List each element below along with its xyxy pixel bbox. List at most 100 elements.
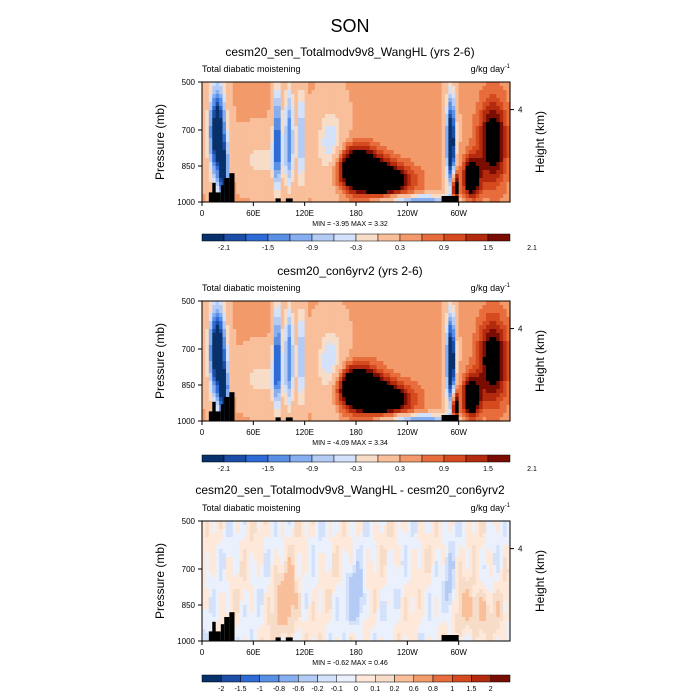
heatmap-cell <box>352 389 357 394</box>
heatmap-cell <box>492 130 497 135</box>
heatmap-cell <box>287 361 292 366</box>
heatmap-cell <box>321 373 326 378</box>
heatmap-cell <box>390 178 395 183</box>
heatmap-cell <box>393 190 398 195</box>
heatmap-cell <box>448 313 453 318</box>
heatmap-cell <box>441 357 446 362</box>
heatmap-cell <box>332 413 337 418</box>
heatmap-cell <box>486 166 491 171</box>
heatmap-cell <box>287 309 292 314</box>
heatmap-cell <box>267 122 272 127</box>
heatmap-cell <box>236 397 241 402</box>
heatmap-cell <box>253 353 258 358</box>
heatmap-cell <box>328 186 333 191</box>
heatmap-cell <box>212 98 217 103</box>
heatmap-cell <box>284 393 289 398</box>
heatmap-cell <box>373 106 378 111</box>
heatmap-cell <box>249 413 254 418</box>
heatmap-cell <box>390 126 395 131</box>
heatmap-cell <box>352 385 357 390</box>
heatmap-cell <box>301 98 306 103</box>
heatmap-cell <box>249 305 254 310</box>
heatmap-cell <box>270 162 275 167</box>
heatmap-cell <box>208 134 213 139</box>
heatmap-cell <box>314 401 319 406</box>
heatmap-cell <box>290 329 295 334</box>
heatmap-cell <box>256 361 261 366</box>
heatmap-cell <box>386 170 391 175</box>
heatmap-cell <box>393 341 398 346</box>
heatmap-cell <box>280 417 285 422</box>
heatmap-cell <box>256 321 261 326</box>
heatmap-cell <box>383 381 388 386</box>
heatmap-cell <box>448 138 453 143</box>
heatmap-cell <box>458 170 463 175</box>
heatmap-cell <box>222 357 227 362</box>
heatmap-cell <box>338 138 343 143</box>
heatmap-cell <box>294 106 299 111</box>
heatmap-cell <box>438 325 443 330</box>
heatmap-cell <box>403 329 408 334</box>
heatmap-cell <box>400 150 405 155</box>
heatmap-cell <box>352 329 357 334</box>
heatmap-cell <box>349 166 354 171</box>
heatmap-cell <box>376 397 381 402</box>
heatmap-cell <box>304 182 309 187</box>
heatmap-cell <box>390 170 395 175</box>
heatmap-cell <box>366 313 371 318</box>
heatmap-cell <box>393 174 398 179</box>
heatmap-cell <box>325 401 330 406</box>
heatmap-cell <box>503 94 508 99</box>
heatmap-cell <box>208 357 213 362</box>
heatmap-cell <box>328 405 333 410</box>
heatmap-cell <box>366 170 371 175</box>
heatmap-cell <box>393 166 398 171</box>
heatmap-cell <box>482 86 487 91</box>
heatmap-cell <box>225 162 230 167</box>
heatmap-cell <box>260 397 265 402</box>
heatmap-cell <box>294 194 299 199</box>
heatmap-cell <box>362 102 367 107</box>
heatmap-cell <box>489 90 494 95</box>
heatmap-cell <box>239 174 244 179</box>
heatmap-cell <box>332 401 337 406</box>
heatmap-cell <box>215 357 220 362</box>
heatmap-cell <box>222 373 227 378</box>
heatmap-cell <box>239 341 244 346</box>
heatmap-cell <box>249 126 254 131</box>
heatmap-cell <box>407 353 412 358</box>
heatmap-cell <box>438 118 443 123</box>
heatmap-cell <box>338 158 343 163</box>
heatmap-cell <box>205 138 210 143</box>
heatmap-cell <box>472 198 477 203</box>
heatmap-cell <box>451 313 456 318</box>
heatmap-cell <box>434 417 439 422</box>
heatmap-cell <box>475 102 480 107</box>
heatmap-cell <box>414 122 419 127</box>
heatmap-cell <box>479 182 484 187</box>
heatmap-cell <box>451 114 456 119</box>
heatmap-cell <box>362 317 367 322</box>
heatmap-cell <box>503 134 508 139</box>
heatmap-cell <box>301 158 306 163</box>
heatmap-cell <box>270 317 275 322</box>
heatmap-cell <box>225 317 230 322</box>
heatmap-cell <box>407 186 412 191</box>
heatmap-cell <box>359 341 364 346</box>
heatmap-cell <box>393 393 398 398</box>
heatmap-cell <box>393 114 398 119</box>
heatmap-cell <box>290 122 295 127</box>
heatmap-cell <box>417 82 422 87</box>
heatmap-cell <box>270 146 275 151</box>
heatmap-cell <box>475 158 480 163</box>
heatmap-cell <box>335 365 340 370</box>
heatmap-cell <box>202 381 207 386</box>
heatmap-cell <box>212 178 217 183</box>
heatmap-cell <box>318 138 323 143</box>
heatmap-cell <box>349 162 354 167</box>
heatmap-cell <box>424 301 429 306</box>
heatmap-cell <box>492 190 497 195</box>
heatmap-cell <box>352 401 357 406</box>
heatmap-cell <box>212 309 217 314</box>
heatmap-cell <box>393 86 398 91</box>
